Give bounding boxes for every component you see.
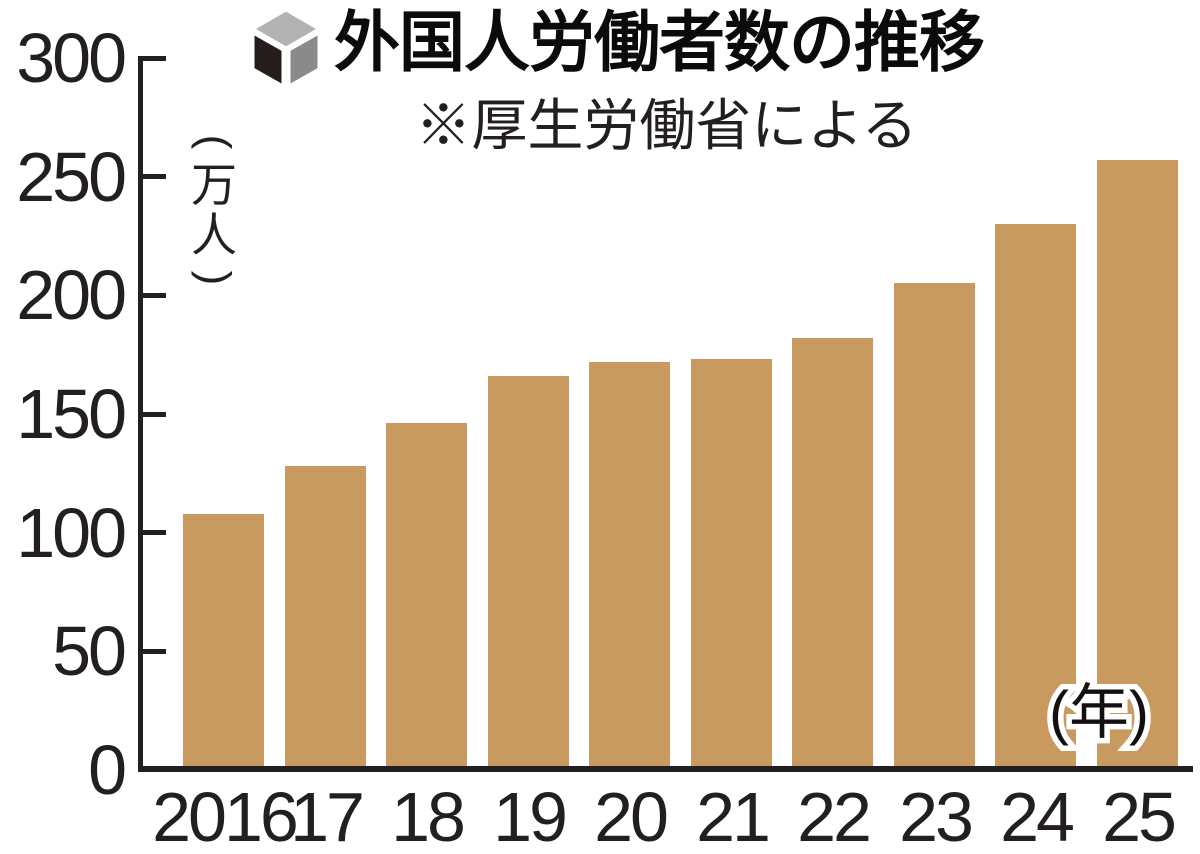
cube-right-face xyxy=(287,31,321,88)
chart-title-row: 外国人労働者数の推移 xyxy=(250,2,985,88)
unit-paren-open: ( xyxy=(190,134,239,150)
x-tick-label-17: 17 xyxy=(290,778,365,854)
cube-left-face xyxy=(251,31,285,88)
chart-title: 外国人労働者数の推移 xyxy=(334,5,985,79)
bar-23 xyxy=(894,283,975,766)
x-axis-year-label-text: (年) xyxy=(1049,679,1149,746)
x-tick-label-25: 25 xyxy=(1102,778,1177,854)
bar-24 xyxy=(995,224,1076,766)
chart-source-note: ※厚生労働省による xyxy=(415,94,918,157)
bar-22 xyxy=(792,338,873,766)
y-axis-unit-label: ( 万 人 ) xyxy=(174,124,254,296)
cube-icon xyxy=(251,8,321,88)
x-tick-label-24: 24 xyxy=(1000,778,1075,854)
x-axis-year-label: (年) (年) xyxy=(1014,670,1184,760)
y-tick-label: 300 xyxy=(16,19,127,97)
y-axis-line xyxy=(138,56,143,772)
unit-paren-close: ) xyxy=(190,270,239,286)
x-tick-label-21: 21 xyxy=(696,778,771,854)
bar-25 xyxy=(1097,160,1178,766)
bar-17 xyxy=(285,466,366,766)
x-tick-label-20: 20 xyxy=(594,778,669,854)
x-tick-label-23: 23 xyxy=(899,778,974,854)
y-tick-mark xyxy=(141,649,166,654)
y-tick-mark xyxy=(141,174,166,179)
bar-19 xyxy=(488,376,569,766)
x-axis-line xyxy=(138,766,1193,772)
bar-18 xyxy=(386,423,467,766)
unit-char-man: 万 xyxy=(191,159,237,211)
cube-top-face xyxy=(251,8,321,50)
x-tick-label-2016: 2016 xyxy=(152,778,299,854)
y-tick-label: 100 xyxy=(16,494,127,572)
unit-char-nin: 人 xyxy=(191,209,237,261)
y-tick-mark xyxy=(141,412,166,417)
y-tick-mark xyxy=(141,530,166,535)
y-tick-label: 150 xyxy=(16,375,127,453)
y-tick-mark xyxy=(141,56,166,61)
bar-21 xyxy=(691,359,772,766)
y-tick-mark xyxy=(141,293,166,298)
x-tick-label-18: 18 xyxy=(391,778,466,854)
y-tick-label: 250 xyxy=(16,138,127,216)
y-tick-label: 200 xyxy=(16,256,127,334)
bar-2016 xyxy=(183,514,264,766)
bar-20 xyxy=(589,362,670,766)
x-tick-label-19: 19 xyxy=(493,778,568,854)
x-axis-year-label-halo: (年) xyxy=(1044,674,1155,752)
y-tick-label: 50 xyxy=(52,612,127,690)
x-tick-label-22: 22 xyxy=(797,778,872,854)
y-tick-label: 0 xyxy=(88,731,127,809)
